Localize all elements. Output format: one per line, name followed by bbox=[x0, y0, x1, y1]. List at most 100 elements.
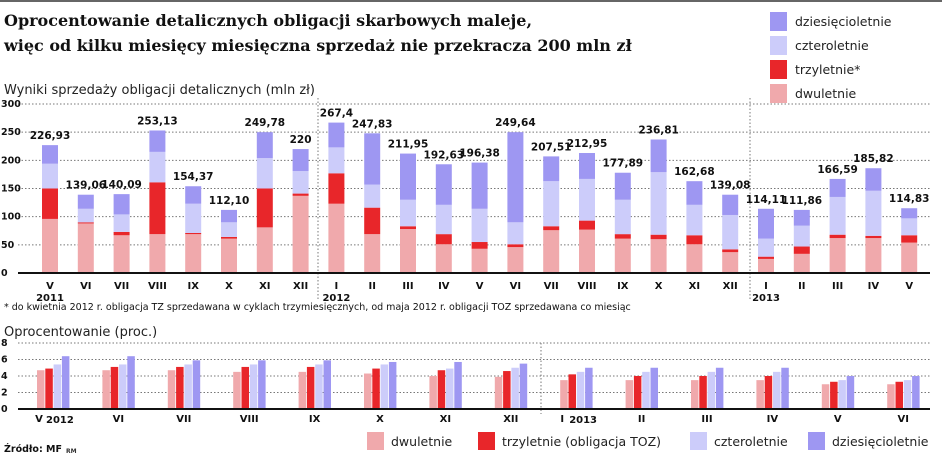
rate-bar bbox=[494, 376, 503, 409]
bar-segment-dwuletnie bbox=[579, 229, 595, 273]
x-tick-label: VIII bbox=[148, 281, 167, 292]
bar-segment-dziesięcioletnie bbox=[77, 194, 94, 209]
rate-bar bbox=[454, 361, 462, 409]
bar-segment-czteroletnie bbox=[149, 151, 166, 183]
legend-swatch bbox=[770, 36, 787, 55]
legend-label: dziesięcioletnie bbox=[795, 14, 892, 29]
legend-label: czteroletnie bbox=[714, 434, 788, 449]
bar-segment-dziesięcioletnie bbox=[793, 209, 810, 226]
bar-segment-trzyletnie bbox=[328, 173, 345, 204]
y-tick-label: 150 bbox=[1, 184, 21, 195]
bar-segment-trzyletnie bbox=[256, 188, 273, 228]
bar-segment-trzyletnie bbox=[901, 235, 918, 243]
rate-bar bbox=[699, 376, 707, 409]
total-label: 114,83 bbox=[889, 193, 930, 205]
bar-segment-trzyletnie bbox=[471, 242, 488, 249]
y-tick-label: 0 bbox=[1, 404, 8, 415]
bar-segment-dwuletnie bbox=[113, 235, 130, 273]
bar-segment-dwuletnie bbox=[686, 244, 703, 273]
bar-segment-dwuletnie bbox=[42, 218, 58, 273]
bar-segment-dwuletnie bbox=[328, 203, 345, 273]
total-label: 139,08 bbox=[710, 180, 751, 192]
bar-segment-trzyletnie bbox=[614, 234, 631, 239]
bar-segment-czteroletnie bbox=[292, 171, 309, 194]
bar-segment-dwuletnie bbox=[543, 230, 560, 273]
bar-segment-trzyletnie bbox=[686, 235, 703, 245]
total-label: 196,38 bbox=[459, 148, 500, 160]
rate-bar bbox=[503, 371, 511, 409]
x-tick-label: I bbox=[764, 281, 768, 292]
legend-swatch bbox=[770, 60, 787, 79]
total-label: 192,63 bbox=[424, 149, 465, 161]
bar-segment-dziesięcioletnie bbox=[42, 145, 58, 164]
bar-segment-dziesięcioletnie bbox=[221, 209, 237, 223]
rate-bar bbox=[176, 366, 184, 409]
bar-segment-dziesięcioletnie bbox=[543, 156, 560, 182]
year-label: 2012 bbox=[46, 415, 74, 426]
total-label: 112,10 bbox=[209, 195, 250, 207]
rate-bar bbox=[258, 360, 266, 409]
rate-bar bbox=[61, 356, 70, 409]
x-tick-label: V bbox=[46, 281, 54, 292]
bar-segment-czteroletnie bbox=[614, 199, 631, 235]
bar-segment-dziesięcioletnie bbox=[113, 194, 130, 215]
bar-segment-trzyletnie bbox=[364, 207, 381, 235]
x-tick-label: VIII bbox=[578, 281, 597, 292]
bar-segment-trzyletnie bbox=[185, 233, 202, 235]
y-tick-label: 200 bbox=[1, 155, 21, 166]
bar-segment-dziesięcioletnie bbox=[758, 208, 774, 239]
bar-segment-dziesięcioletnie bbox=[185, 186, 202, 204]
y-tick-label: 6 bbox=[1, 355, 8, 366]
rate-bar bbox=[364, 373, 372, 409]
bar-segment-czteroletnie bbox=[722, 214, 739, 250]
rate-bar bbox=[241, 366, 249, 409]
bar-segment-czteroletnie bbox=[364, 184, 381, 208]
total-label: 185,82 bbox=[853, 153, 894, 165]
x-tick-label: IX bbox=[617, 281, 629, 292]
y-tick-label: 50 bbox=[1, 240, 15, 251]
bar-segment-dziesięcioletnie bbox=[364, 133, 381, 185]
bar-segment-trzyletnie bbox=[400, 226, 416, 230]
bar-segment-trzyletnie bbox=[507, 244, 524, 248]
rate-bar bbox=[429, 376, 437, 409]
bar-segment-czteroletnie bbox=[758, 238, 774, 257]
bar-segment-dwuletnie bbox=[149, 234, 166, 273]
bar-segment-dwuletnie bbox=[221, 238, 237, 273]
bar-segment-dziesięcioletnie bbox=[865, 168, 882, 191]
title-line-2: więc od kilku miesięcy miesięczna sprzed… bbox=[3, 36, 633, 55]
year-label: 2011 bbox=[36, 293, 64, 304]
x-tick-label: I bbox=[335, 281, 339, 292]
rate-bar bbox=[642, 371, 650, 409]
x-tick-label: III bbox=[701, 414, 712, 425]
x-tick-label: V bbox=[834, 414, 842, 425]
title-line-1: Oprocentowanie detalicznych obligacji sk… bbox=[4, 11, 532, 30]
bar-segment-czteroletnie bbox=[113, 214, 130, 232]
legend-swatch bbox=[478, 432, 495, 450]
total-label: 139,06 bbox=[66, 180, 107, 192]
bar-segment-trzyletnie bbox=[829, 234, 846, 239]
x-tick-label: III bbox=[832, 281, 843, 292]
rate-bar bbox=[707, 371, 716, 409]
bar-segment-dziesięcioletnie bbox=[686, 181, 703, 205]
x-tick-label: XI bbox=[440, 414, 451, 425]
bar-segment-czteroletnie bbox=[543, 181, 560, 227]
legend-swatch bbox=[808, 432, 825, 450]
bar-segment-dziesięcioletnie bbox=[400, 153, 416, 200]
x-tick-label: IX bbox=[187, 281, 199, 292]
x-tick-label: V bbox=[35, 414, 43, 425]
x-tick-label: X bbox=[376, 414, 384, 425]
rate-bar bbox=[167, 370, 176, 409]
total-label: 166,59 bbox=[817, 164, 858, 176]
legend-label: czteroletnie bbox=[795, 38, 869, 53]
rate-bar bbox=[830, 381, 838, 409]
bar-segment-dziesięcioletnie bbox=[507, 132, 524, 223]
legend-swatch bbox=[690, 432, 707, 450]
bar-segment-czteroletnie bbox=[328, 147, 345, 174]
y-tick-label: 300 bbox=[1, 99, 21, 110]
bar-segment-czteroletnie bbox=[579, 178, 595, 221]
rate-bar bbox=[306, 366, 315, 409]
rate-bar bbox=[625, 380, 634, 409]
bar-segment-trzyletnie bbox=[722, 249, 739, 253]
x-tick-label: VI bbox=[510, 281, 521, 292]
